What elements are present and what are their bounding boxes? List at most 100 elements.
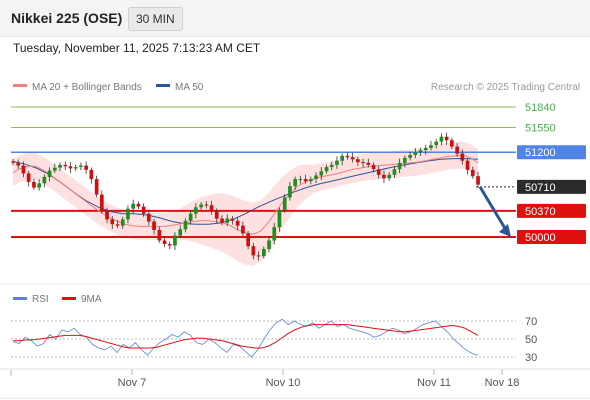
candle [340, 153, 344, 166]
candle-body [47, 170, 52, 177]
credit-text: Research © 2025 Trading Central [431, 82, 580, 93]
candle [79, 162, 83, 171]
candle [324, 164, 329, 174]
candle-body [220, 218, 224, 223]
candle-body [63, 164, 68, 167]
candle-body [356, 159, 360, 163]
candle [397, 158, 402, 174]
candle [376, 165, 381, 179]
candle-body [204, 204, 209, 206]
candle-body [329, 164, 334, 167]
candle [256, 251, 261, 261]
timeframe-button[interactable]: 30 MIN [128, 7, 183, 31]
candle [42, 174, 47, 188]
ma9-legend-swatch [62, 297, 76, 300]
forecast-arrow-shaft [478, 186, 508, 231]
candle [63, 161, 68, 171]
candle-body [131, 203, 135, 209]
candle-body [230, 218, 235, 221]
level-labels: 51840 51550 51200 50710 50370 50000 [517, 102, 586, 244]
candle-body [84, 165, 88, 170]
candle-body [340, 155, 344, 161]
candle [47, 167, 52, 182]
ma50-legend-swatch [156, 84, 170, 87]
candle [251, 242, 256, 260]
candle [194, 203, 198, 219]
candle [199, 202, 203, 210]
candle [470, 166, 475, 179]
candle [241, 221, 245, 236]
candle [214, 208, 219, 224]
candle-body [53, 167, 57, 171]
ma20-legend-swatch [13, 84, 27, 87]
candle [11, 158, 15, 166]
candle [246, 230, 250, 250]
candle-body [324, 167, 329, 172]
level-label-50710: 50710 [525, 182, 556, 194]
candle-body [439, 136, 444, 142]
candle-body [235, 220, 240, 226]
candle-body [413, 152, 418, 155]
legend: MA 20 + Bollinger Bands MA 50 Research ©… [13, 82, 580, 93]
candle-body [403, 157, 407, 163]
candle-body [460, 153, 465, 161]
candle-body [314, 175, 318, 179]
candle [382, 170, 386, 183]
candle-body [434, 141, 439, 146]
candle [131, 199, 135, 214]
candle [303, 174, 308, 184]
candle-body [58, 164, 62, 168]
candle [209, 201, 214, 215]
candle-body [335, 160, 339, 165]
candle-body [110, 219, 115, 225]
candle [141, 203, 146, 217]
candle [16, 159, 21, 169]
candle-body [455, 146, 459, 154]
candle-body [209, 205, 214, 211]
candle-body [465, 160, 470, 170]
candle-body [450, 140, 454, 147]
x-axis: Nov 7 Nov 10 Nov 11 Nov 18 [118, 369, 519, 389]
candle [408, 151, 412, 161]
rsi-tick-50: 50 [525, 334, 537, 346]
rsi-lines [12, 318, 479, 358]
candle-body [408, 155, 412, 158]
candle-body [21, 165, 26, 174]
forecast-arrow-head [499, 224, 511, 237]
candle [267, 237, 271, 253]
chart-header: Nikkei 225 (OSE) 30 MIN [0, 0, 590, 37]
candle-body [167, 244, 172, 246]
candle-body [444, 136, 449, 141]
candle-body [272, 227, 277, 241]
candle [220, 215, 224, 226]
candle-body [345, 155, 350, 158]
candle [173, 232, 177, 251]
level-label-51200: 51200 [525, 147, 556, 159]
ma20-legend-label: MA 20 + Bollinger Bands [32, 82, 142, 93]
candle-body [173, 235, 177, 246]
candle-body [397, 162, 402, 170]
candle [58, 162, 62, 171]
candle-body [225, 218, 230, 223]
candle-body [178, 229, 183, 236]
candle-body [32, 181, 36, 188]
candle-body [241, 225, 245, 234]
ma50-legend-label: MA 50 [175, 82, 204, 93]
ma9-legend-label: 9MA [81, 294, 102, 305]
candle-body [194, 207, 198, 214]
candle [319, 167, 324, 181]
candle [371, 162, 376, 173]
candle-body [470, 169, 475, 177]
candle [53, 163, 57, 174]
candle-body [73, 167, 78, 169]
candle-body [277, 210, 282, 228]
candle-body [26, 173, 31, 182]
candle-body [105, 210, 109, 220]
candle-body [183, 220, 188, 230]
candle-body [350, 157, 355, 160]
level-label-50370: 50370 [525, 206, 556, 218]
candle-body [37, 183, 41, 188]
candle-body [392, 169, 397, 175]
candle [152, 218, 156, 235]
candle [387, 172, 392, 181]
